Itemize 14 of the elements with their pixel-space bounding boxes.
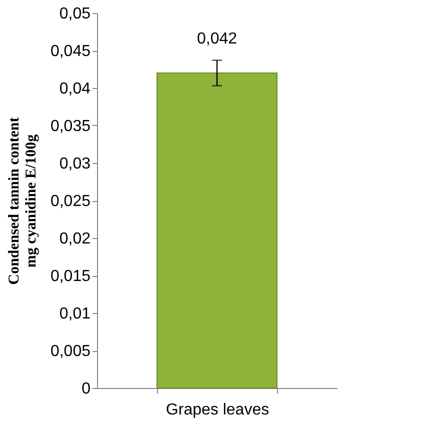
- y-tick-label: 0,01: [59, 306, 91, 322]
- y-tick-label: 0: [82, 380, 91, 398]
- y-tick-label: 0,04: [59, 80, 91, 98]
- y-tick-label: 0,015: [50, 268, 91, 285]
- y-tick-label: 0,03: [59, 156, 91, 172]
- y-tick-label: 0,02: [59, 230, 91, 248]
- y-axis-title: Condensed tannin content mg cyanidine E/100g: [6, 117, 40, 285]
- y-tick-label: 0,045: [50, 43, 91, 60]
- y-tick-label: 0,035: [50, 118, 91, 135]
- x-tick-label: Grapes leaves: [166, 402, 270, 418]
- y-tick-label: 0,005: [50, 343, 91, 360]
- data-label: 0,042: [196, 30, 238, 48]
- y-tick-label: 0,025: [50, 193, 91, 210]
- y-tick-label: 0,05: [59, 6, 91, 22]
